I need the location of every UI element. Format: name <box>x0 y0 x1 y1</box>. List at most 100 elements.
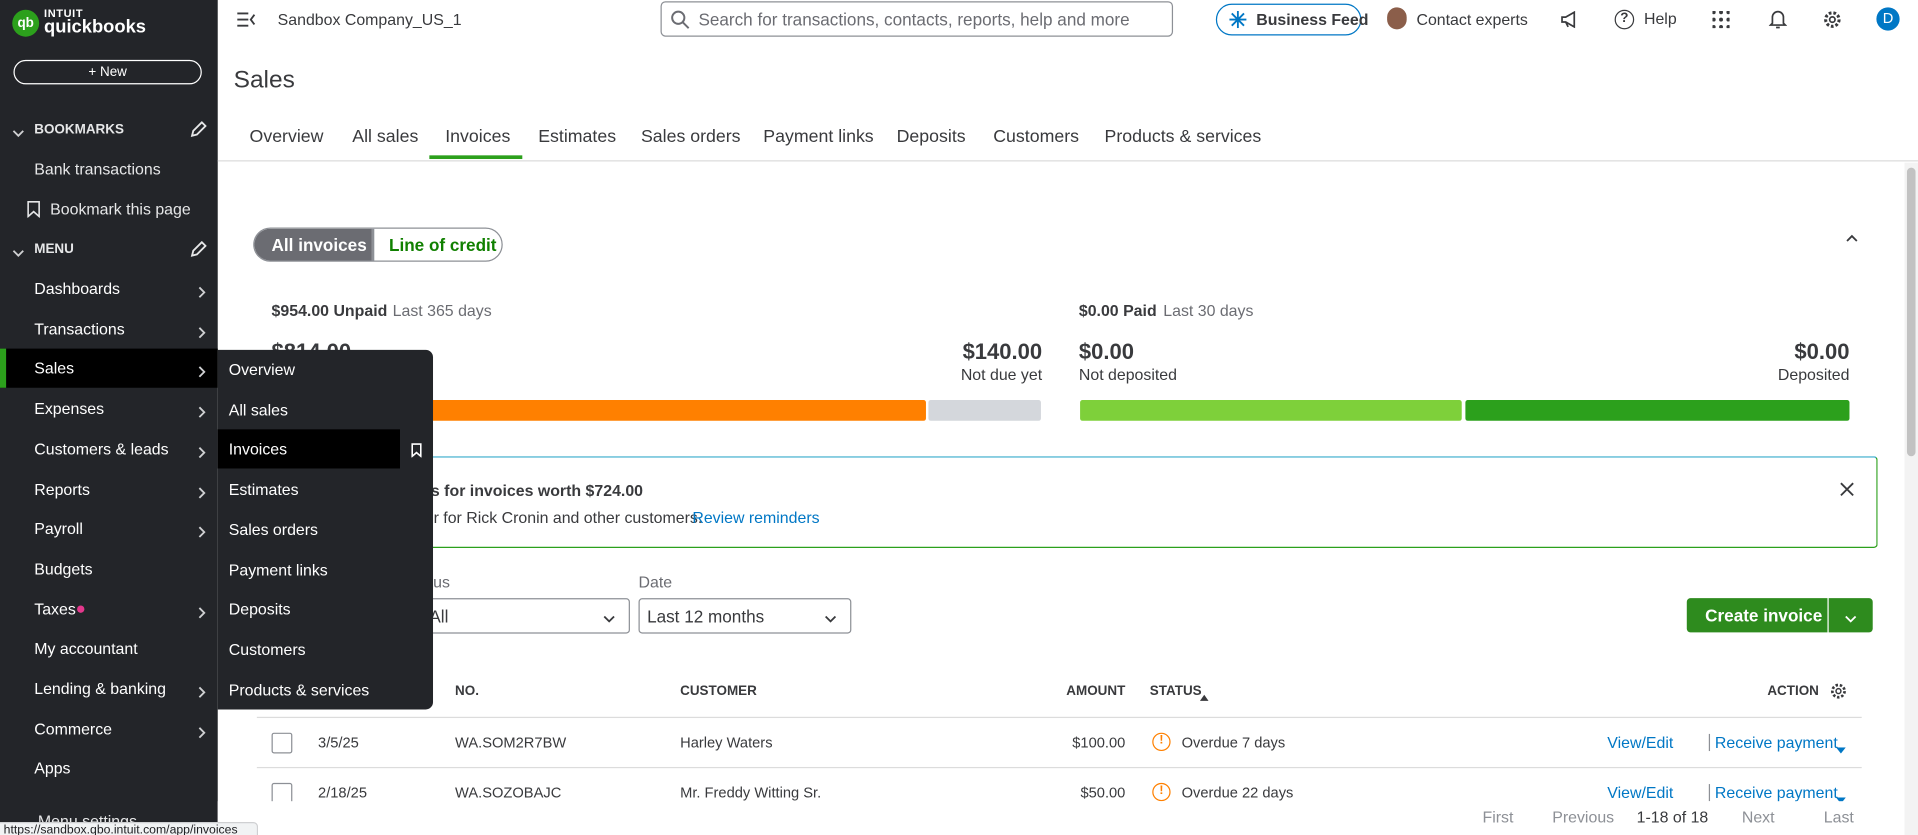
status-url: https://sandbox.qbo.intuit.com/app/invoi… <box>0 821 259 835</box>
flyout-item[interactable]: Deposits <box>228 600 291 619</box>
menu-item[interactable]: Expenses <box>34 399 105 418</box>
tab[interactable]: Overview <box>249 127 324 147</box>
tab[interactable]: Deposits <box>896 127 966 147</box>
pagination-item[interactable]: First <box>1482 807 1514 827</box>
settings-icon[interactable] <box>1823 10 1843 30</box>
flyout-item[interactable]: Customers <box>228 640 306 659</box>
edit-icon[interactable] <box>190 240 207 258</box>
row-checkbox[interactable] <box>271 732 293 754</box>
create-invoice-button[interactable]: Create invoice <box>1686 598 1828 633</box>
chevron-icon <box>1845 609 1857 623</box>
flyout-item[interactable]: All sales <box>228 400 288 419</box>
search-placeholder: Search for transactions, contacts, repor… <box>698 9 1130 30</box>
tab[interactable]: All sales <box>352 127 419 147</box>
pagination-item[interactable]: Previous <box>1552 807 1615 827</box>
scrollbar <box>1904 162 1918 835</box>
search-box[interactable]: Search for transactions, contacts, repor… <box>660 1 1174 37</box>
menu-item[interactable]: Apps <box>34 759 71 778</box>
summary-label: Not deposited <box>1078 365 1178 384</box>
flyout-item[interactable]: Sales orders <box>228 520 319 539</box>
pagination-item[interactable]: Last <box>1823 807 1854 827</box>
overdue-icon: ! <box>1152 782 1171 802</box>
menu-item[interactable]: Taxes <box>34 599 76 618</box>
flyout-item[interactable]: Payment links <box>228 560 328 579</box>
chevron-icon <box>196 363 208 378</box>
section-label: MENU <box>34 242 74 257</box>
toggle-option[interactable]: All invoices <box>271 234 367 255</box>
menu-item[interactable]: My accountant <box>34 639 138 658</box>
toggle-option[interactable]: Line of credit <box>388 234 497 255</box>
flyout-item[interactable]: Overview <box>228 360 296 379</box>
chevron-icon <box>196 523 208 538</box>
sparkle-icon <box>1229 11 1247 29</box>
column-header[interactable]: STATUS <box>1149 683 1202 699</box>
flyout-item[interactable]: Products & services <box>228 680 370 699</box>
tab[interactable]: Estimates <box>538 127 617 147</box>
summary-heading: $954.00 Unpaid <box>271 301 388 320</box>
tab-divider <box>217 160 1918 162</box>
status-select[interactable]: All <box>415 598 630 634</box>
bookmark-item[interactable]: Bank transactions <box>34 159 161 178</box>
menu-item[interactable]: Commerce <box>34 719 113 738</box>
date-select[interactable]: Last 12 months <box>638 598 852 634</box>
brand: quickbooks <box>44 16 147 38</box>
bookmark-item[interactable]: Bookmark this page <box>50 199 191 219</box>
action-link[interactable]: Receive payment <box>1714 783 1838 802</box>
menu-item[interactable]: Lending & banking <box>34 679 166 698</box>
tab[interactable]: Invoices <box>445 127 511 147</box>
close-icon[interactable] <box>1840 481 1855 497</box>
contact-experts[interactable]: Contact experts <box>1416 10 1528 29</box>
invoice-toggle: All invoices Line of credit <box>253 227 503 262</box>
apps-icon[interactable] <box>1711 10 1731 29</box>
flyout-item[interactable]: Invoices <box>228 440 288 459</box>
notification-dot <box>77 604 85 613</box>
action-caret[interactable] <box>1836 739 1846 754</box>
summary-period: Last 365 days <box>392 301 492 320</box>
bookmark-icon[interactable] <box>411 442 422 459</box>
tab[interactable]: Products & services <box>1104 127 1262 147</box>
sort-arrow <box>1199 686 1209 701</box>
chevron-icon <box>824 609 837 623</box>
menu-item[interactable]: Customers & leads <box>34 439 169 458</box>
bookmark-icon <box>27 201 40 219</box>
edit-icon[interactable] <box>190 121 207 138</box>
chevron-icon <box>196 723 208 738</box>
reminder-link[interactable]: Review reminders <box>692 508 820 527</box>
menu-item[interactable]: Reports <box>34 479 90 498</box>
chevron-icon <box>196 443 208 458</box>
tab[interactable]: Sales orders <box>640 127 741 147</box>
cell: WA.SOM2R7BW <box>455 733 567 752</box>
new-button[interactable]: + New <box>13 59 202 85</box>
bell-icon[interactable] <box>1768 10 1788 30</box>
flyout-item[interactable]: Estimates <box>228 480 299 499</box>
action-caret[interactable] <box>1836 789 1846 804</box>
cell: Overdue 22 days <box>1181 784 1294 802</box>
action-link[interactable]: View/Edit <box>1607 733 1674 752</box>
overdue-icon: ! <box>1152 732 1171 752</box>
settings-icon[interactable] <box>1830 683 1847 700</box>
announce-icon[interactable] <box>1560 10 1578 29</box>
page-title: Sales <box>233 66 295 94</box>
menu-item[interactable]: Transactions <box>34 319 125 338</box>
help-link[interactable]: Help <box>1643 9 1677 28</box>
avatar[interactable]: D <box>1876 7 1900 31</box>
chevron-icon <box>1846 229 1858 242</box>
menu-item[interactable]: Sales <box>34 359 75 378</box>
tab[interactable]: Customers <box>993 127 1079 147</box>
logo-icon: qb <box>12 9 40 37</box>
menu-item[interactable]: Payroll <box>34 519 83 538</box>
cell: 2/18/25 <box>318 784 368 802</box>
action-link[interactable]: Receive payment <box>1714 733 1838 752</box>
collapse-icon[interactable] <box>236 11 256 28</box>
pagination-item[interactable]: Next <box>1741 807 1775 827</box>
business-feed-button[interactable]: Business Feed <box>1215 3 1368 36</box>
action-link[interactable]: View/Edit <box>1607 783 1674 802</box>
button-label: Create invoice <box>1705 605 1823 626</box>
summary-heading: $0.00 Paid <box>1078 301 1157 320</box>
tab[interactable]: Payment links <box>763 127 874 147</box>
header-divider <box>256 716 1862 719</box>
menu-item[interactable]: Budgets <box>34 559 93 578</box>
menu-item[interactable]: Dashboards <box>34 279 121 298</box>
create-invoice-menu[interactable] <box>1828 598 1873 633</box>
chevron-icon <box>196 483 208 498</box>
